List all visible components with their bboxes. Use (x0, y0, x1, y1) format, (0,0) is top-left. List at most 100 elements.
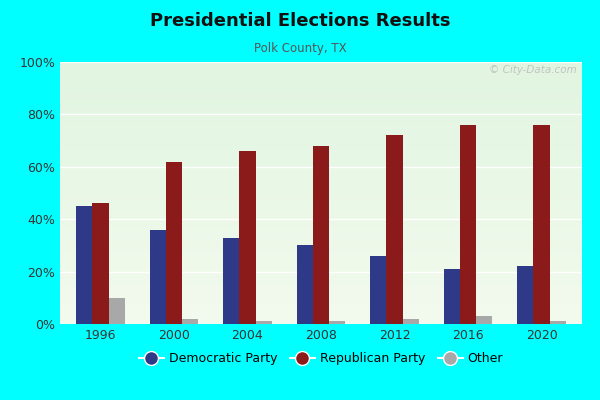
Bar (60, 105, 582, 106)
Bar (517, 266, 533, 324)
Bar (60, 83, 582, 84)
Bar (60, 205, 582, 206)
Bar (60, 274, 582, 276)
Bar (60, 198, 582, 200)
Bar (60, 118, 582, 120)
Bar (60, 319, 582, 320)
Bar (60, 178, 582, 180)
Bar (60, 151, 582, 152)
Bar (60, 143, 582, 144)
Bar (60, 76, 582, 78)
Bar (60, 193, 582, 194)
Bar (60, 186, 582, 188)
Bar (60, 156, 582, 158)
Bar (60, 133, 582, 134)
Bar (60, 224, 582, 226)
Bar (60, 146, 582, 147)
Bar (60, 167, 582, 168)
Bar (60, 266, 582, 268)
Bar (239, 151, 256, 324)
Bar (60, 323, 582, 324)
Bar (386, 135, 403, 324)
Bar (60, 226, 582, 227)
Bar (60, 116, 582, 117)
Bar (60, 132, 582, 133)
Bar (60, 227, 582, 228)
Bar (60, 256, 582, 257)
Bar (60, 236, 582, 238)
Bar (60, 72, 582, 74)
Bar (60, 162, 582, 163)
Bar (313, 146, 329, 324)
Bar (60, 273, 582, 274)
Bar (60, 232, 582, 234)
Bar (60, 223, 582, 224)
Bar (60, 310, 582, 311)
Bar (60, 79, 582, 80)
Bar (60, 300, 582, 302)
Bar (60, 139, 582, 141)
Bar (60, 249, 582, 251)
Bar (256, 321, 272, 324)
Bar (60, 164, 582, 166)
Bar (60, 74, 582, 75)
Text: © City-Data.com: © City-Data.com (489, 65, 577, 75)
Bar (60, 117, 582, 118)
Bar (60, 163, 582, 164)
Bar (60, 299, 582, 300)
Bar (60, 201, 582, 202)
Bar (60, 270, 582, 272)
Bar (60, 170, 582, 171)
Bar (60, 269, 582, 270)
Bar (60, 315, 582, 316)
Bar (60, 142, 582, 143)
Bar (60, 321, 582, 323)
Bar (60, 248, 582, 249)
Bar (60, 96, 582, 97)
Bar (60, 296, 582, 298)
Bar (460, 125, 476, 324)
Bar (60, 84, 582, 86)
Bar (60, 175, 582, 176)
Text: Presidential Elections Results: Presidential Elections Results (150, 12, 450, 30)
Bar (109, 298, 125, 324)
Bar (60, 70, 582, 71)
Bar (60, 197, 582, 198)
Bar (60, 95, 582, 96)
Bar (60, 192, 582, 193)
Bar (60, 78, 582, 79)
Bar (329, 321, 345, 324)
Bar (60, 204, 582, 205)
Bar (166, 162, 182, 324)
Bar (60, 268, 582, 269)
Bar (76, 206, 92, 324)
Bar (60, 292, 582, 294)
Bar (60, 235, 582, 236)
Bar (60, 160, 582, 162)
Bar (60, 148, 582, 150)
Bar (60, 254, 582, 256)
Bar (60, 138, 582, 139)
Bar (60, 265, 582, 266)
Bar (60, 80, 582, 82)
Bar (60, 257, 582, 258)
Bar (60, 246, 582, 247)
Bar (60, 110, 582, 112)
Bar (60, 287, 582, 289)
Bar (149, 230, 166, 324)
Bar (60, 272, 582, 273)
Bar (60, 239, 582, 240)
Bar (60, 68, 582, 70)
Bar (60, 94, 582, 95)
Bar (60, 311, 582, 312)
Bar (60, 219, 582, 220)
Bar (60, 147, 582, 148)
Bar (60, 320, 582, 321)
Bar (60, 228, 582, 230)
Bar (60, 130, 582, 132)
Bar (60, 276, 582, 277)
Legend: Democratic Party, Republican Party, Other: Democratic Party, Republican Party, Othe… (134, 347, 508, 370)
Bar (60, 285, 582, 286)
Bar (60, 289, 582, 290)
Bar (60, 260, 582, 261)
